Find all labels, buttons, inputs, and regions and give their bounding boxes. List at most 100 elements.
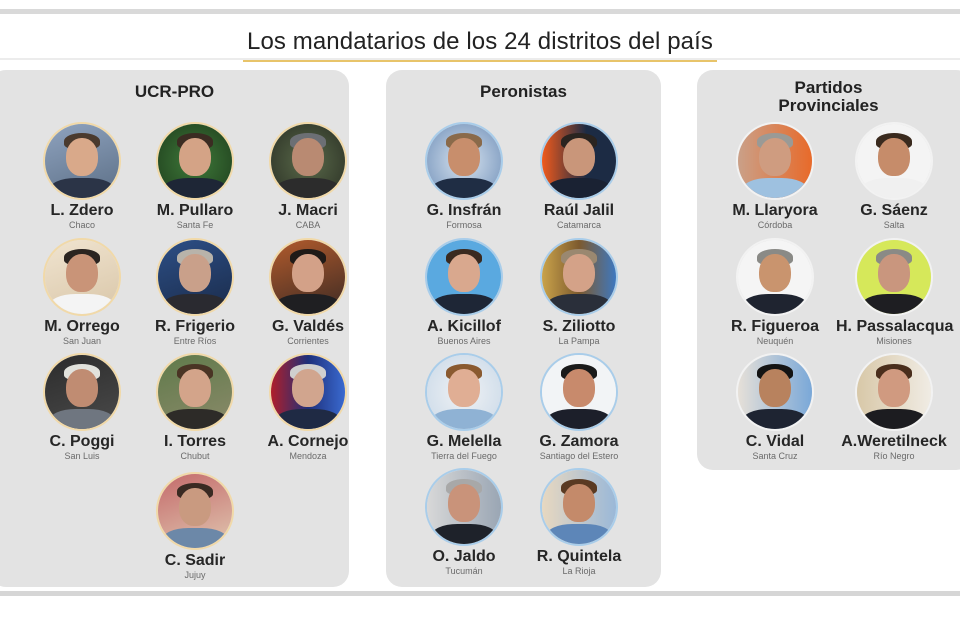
governor-district: Buenos Aires <box>437 336 491 346</box>
governor-card: I. Torres Chubut <box>137 353 253 462</box>
governor-district: Mendoza <box>289 451 327 461</box>
governor-card: G. Insfrán Formosa <box>406 122 522 231</box>
governor-name: R. Figueroa <box>730 318 819 335</box>
governor-district: Corrientes <box>287 336 329 346</box>
governor-photo <box>540 122 618 200</box>
panel-ucr-pro: UCR-PRO L. Zdero Chaco M. Pullaro Santa … <box>0 70 349 587</box>
governor-name: A. Kicillof <box>427 318 501 335</box>
governor-card: A. Kicillof Buenos Aires <box>406 238 522 347</box>
governor-district: Río Negro <box>873 451 915 461</box>
governor-card: M. Llaryora Córdoba <box>717 122 833 231</box>
governor-district: San Juan <box>62 336 102 346</box>
governor-name: M. Pullaro <box>156 202 234 219</box>
governor-photo <box>156 472 234 550</box>
governor-card: C. Sadir Jujuy <box>137 472 253 581</box>
governor-photo <box>736 238 814 316</box>
governor-name: A. Cornejo <box>267 433 349 450</box>
governor-photo <box>425 353 503 431</box>
governor-district: La Pampa <box>558 336 600 346</box>
panel-title-provinciales-line2: Provinciales <box>778 96 879 115</box>
governor-name: R. Frigerio <box>154 318 235 335</box>
governor-name: O. Jaldo <box>432 548 496 565</box>
governor-photo <box>43 122 121 200</box>
governor-name: M. Llaryora <box>732 202 818 219</box>
bottom-divider <box>0 591 960 596</box>
governor-name: G. Insfrán <box>426 202 502 219</box>
governor-photo <box>156 238 234 316</box>
governor-card: G. Sáenz Salta <box>836 122 952 231</box>
governor-photo <box>736 122 814 200</box>
governor-district: Formosa <box>446 220 482 230</box>
governor-district: Tierra del Fuego <box>431 451 497 461</box>
governor-photo <box>855 122 933 200</box>
panel-title-provinciales-line1: Partidos <box>794 78 863 97</box>
governor-card: G. Valdés Corrientes <box>250 238 366 347</box>
governor-photo <box>540 468 618 546</box>
governor-photo <box>540 353 618 431</box>
governor-photo <box>156 122 234 200</box>
header: Los mandatarios de los 24 distritos del … <box>0 14 960 62</box>
governor-district: Córdoba <box>757 220 793 230</box>
governor-photo <box>43 353 121 431</box>
page-title-text: Los mandatarios de los 24 distritos del … <box>243 28 717 62</box>
governor-photo <box>736 353 814 431</box>
governor-photo <box>269 238 347 316</box>
governor-district: Chubut <box>180 451 210 461</box>
governor-district: Santa Fe <box>176 220 214 230</box>
governor-card: C. Poggi San Luis <box>24 353 140 462</box>
governor-name: G. Valdés <box>271 318 345 335</box>
governor-card: G. Melella Tierra del Fuego <box>406 353 522 462</box>
governor-name: H. Passalacqua <box>836 318 954 335</box>
governor-name: C. Vidal <box>745 433 805 450</box>
governor-card: L. Zdero Chaco <box>24 122 140 231</box>
governor-card: S. Ziliotto La Pampa <box>521 238 637 347</box>
governor-name: C. Sadir <box>164 552 226 569</box>
governor-name: G. Melella <box>426 433 502 450</box>
governor-district: La Rioja <box>562 566 596 576</box>
governor-name: G. Sáenz <box>860 202 928 219</box>
governor-district: Chaco <box>68 220 95 230</box>
governor-district: Santa Cruz <box>752 451 798 461</box>
governor-district: Jujuy <box>184 570 206 580</box>
panel-title-ucr-pro: UCR-PRO <box>134 82 215 101</box>
governor-card: A.Weretilneck Río Negro <box>836 353 952 462</box>
page-title: Los mandatarios de los 24 distritos del … <box>0 28 960 62</box>
governor-card: A. Cornejo Mendoza <box>250 353 366 462</box>
governor-district: Salta <box>883 220 905 230</box>
governor-photo <box>156 353 234 431</box>
governor-photo <box>540 238 618 316</box>
governor-photo <box>425 238 503 316</box>
governor-photo <box>855 353 933 431</box>
governor-photo <box>855 238 933 316</box>
governor-photo <box>43 238 121 316</box>
governor-name: Raúl Jalil <box>543 202 615 219</box>
governor-card: M. Pullaro Santa Fe <box>137 122 253 231</box>
governor-card: G. Zamora Santiago del Estero <box>521 353 637 462</box>
governor-district: Entre Ríos <box>173 336 217 346</box>
governor-name: I. Torres <box>164 433 226 450</box>
governor-name: C. Poggi <box>49 433 115 450</box>
governor-district: San Luis <box>64 451 100 461</box>
governor-card: R. Quintela La Rioja <box>521 468 637 577</box>
governor-card: O. Jaldo Tucumán <box>406 468 522 577</box>
governor-photo <box>425 468 503 546</box>
governor-name: M. Orrego <box>44 318 120 335</box>
governor-name: A.Weretilneck <box>841 433 947 450</box>
governor-name: R. Quintela <box>536 548 622 565</box>
governor-card: R. Figueroa Neuquén <box>717 238 833 347</box>
governor-name: G. Zamora <box>539 433 619 450</box>
governor-name: S. Ziliotto <box>542 318 616 335</box>
governor-card: C. Vidal Santa Cruz <box>717 353 833 462</box>
governor-photo <box>425 122 503 200</box>
governor-card: H. Passalacqua Misiones <box>836 238 954 347</box>
governor-name: J. Macri <box>278 202 338 219</box>
top-divider <box>0 9 960 14</box>
governor-name: L. Zdero <box>50 202 114 219</box>
governor-district: Neuquén <box>756 336 794 346</box>
governor-district: Misiones <box>876 336 912 346</box>
governor-photo <box>269 353 347 431</box>
governor-photo <box>269 122 347 200</box>
governor-district: CABA <box>295 220 321 230</box>
governor-card: Raúl Jalil Catamarca <box>521 122 637 231</box>
governor-card: R. Frigerio Entre Ríos <box>137 238 253 347</box>
